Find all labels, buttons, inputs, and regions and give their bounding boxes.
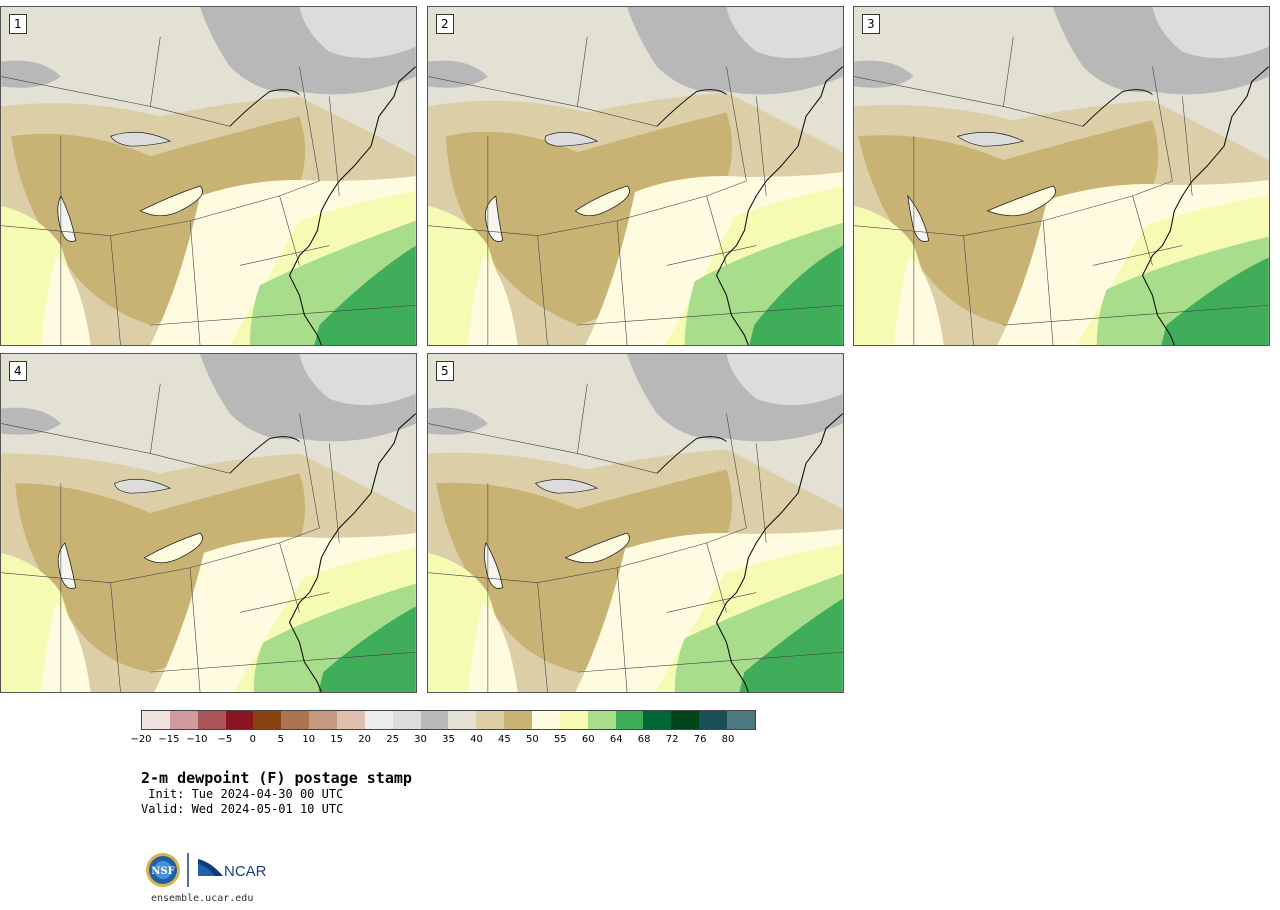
legend-tick-label: 68: [637, 734, 651, 745]
legend-swatch: [309, 711, 338, 729]
legend-tick-label: 5: [277, 734, 284, 745]
legend-swatch: [448, 711, 477, 729]
valid-time: Valid: Wed 2024-05-01 10 UTC: [141, 802, 344, 816]
svg-text:NCAR: NCAR: [224, 863, 267, 880]
legend-tick-label: 10: [302, 734, 316, 745]
legend-swatch: [225, 711, 254, 729]
legend-swatch: [587, 711, 616, 729]
legend-swatch: [364, 711, 393, 729]
legend-swatch: [420, 711, 449, 729]
map-panel-4: 4: [0, 353, 417, 693]
nsf-ncar-logo: NSF NCAR: [146, 853, 267, 887]
legend-swatch: [699, 711, 728, 729]
legend-tick-label: 60: [581, 734, 595, 745]
map-panel-2: 2: [427, 6, 844, 346]
map-image: [428, 7, 843, 345]
legend-tick-label: 80: [721, 734, 735, 745]
svg-text:NSF: NSF: [151, 866, 174, 877]
map-image: [1, 354, 416, 692]
legend-swatch: [727, 711, 755, 729]
legend-tick-label: 55: [553, 734, 567, 745]
legend-swatch: [281, 711, 310, 729]
map-image: [854, 7, 1269, 345]
legend-tick-label: −15: [158, 734, 180, 745]
legend-tick-label: 35: [442, 734, 455, 745]
legend-tick-label: 15: [330, 734, 344, 745]
legend-tick-label: −20: [130, 734, 152, 745]
legend-tick-label: 20: [358, 734, 371, 745]
legend-tick-label: 64: [609, 734, 623, 745]
legend-swatch: [671, 711, 700, 729]
website-link[interactable]: ensemble.ucar.edu: [151, 893, 254, 904]
chart-title: 2-m dewpoint (F) postage stamp: [141, 769, 412, 787]
legend-tick-label: −5: [217, 734, 233, 745]
map-panel-1: 1: [0, 6, 417, 346]
legend-tick-label: 40: [470, 734, 483, 745]
legend-swatch: [392, 711, 421, 729]
legend-swatch: [476, 711, 505, 729]
legend-tick-label: 50: [525, 734, 539, 745]
legend-swatch: [643, 711, 672, 729]
legend-swatch: [337, 711, 365, 729]
map-image: [1, 7, 416, 345]
legend-tick-label: 0: [249, 734, 256, 745]
init-time: Init: Tue 2024-04-30 00 UTC: [141, 787, 344, 801]
color-legend-ticks: −20 −15 −10 −5 0 5 10 15 20 25 30 35 40 45 50 55 60 64 68 7…: [130, 734, 756, 748]
map-image: [428, 354, 843, 692]
legend-swatch: [504, 711, 533, 729]
panel-number: 4: [9, 361, 27, 381]
color-legend-bar: [141, 710, 756, 730]
panel-number: 2: [436, 14, 454, 34]
legend-swatch: [142, 711, 170, 729]
legend-swatch: [169, 711, 198, 729]
panel-number: 1: [9, 14, 27, 34]
legend-tick-label: 76: [693, 734, 707, 745]
legend-tick-label: 30: [414, 734, 427, 745]
legend-swatch: [532, 711, 560, 729]
legend-tick-label: 72: [665, 734, 679, 745]
legend-swatch: [253, 711, 282, 729]
legend-swatch: [559, 711, 588, 729]
legend-tick-label: −10: [186, 734, 208, 745]
panel-number: 5: [436, 361, 454, 381]
legend-tick-label: 25: [386, 734, 399, 745]
legend-tick-label: 45: [498, 734, 511, 745]
panel-number: 3: [862, 14, 880, 34]
map-panel-3: 3: [853, 6, 1270, 346]
legend-swatch: [615, 711, 644, 729]
map-panel-5: 5: [427, 353, 844, 693]
legend-swatch: [197, 711, 226, 729]
